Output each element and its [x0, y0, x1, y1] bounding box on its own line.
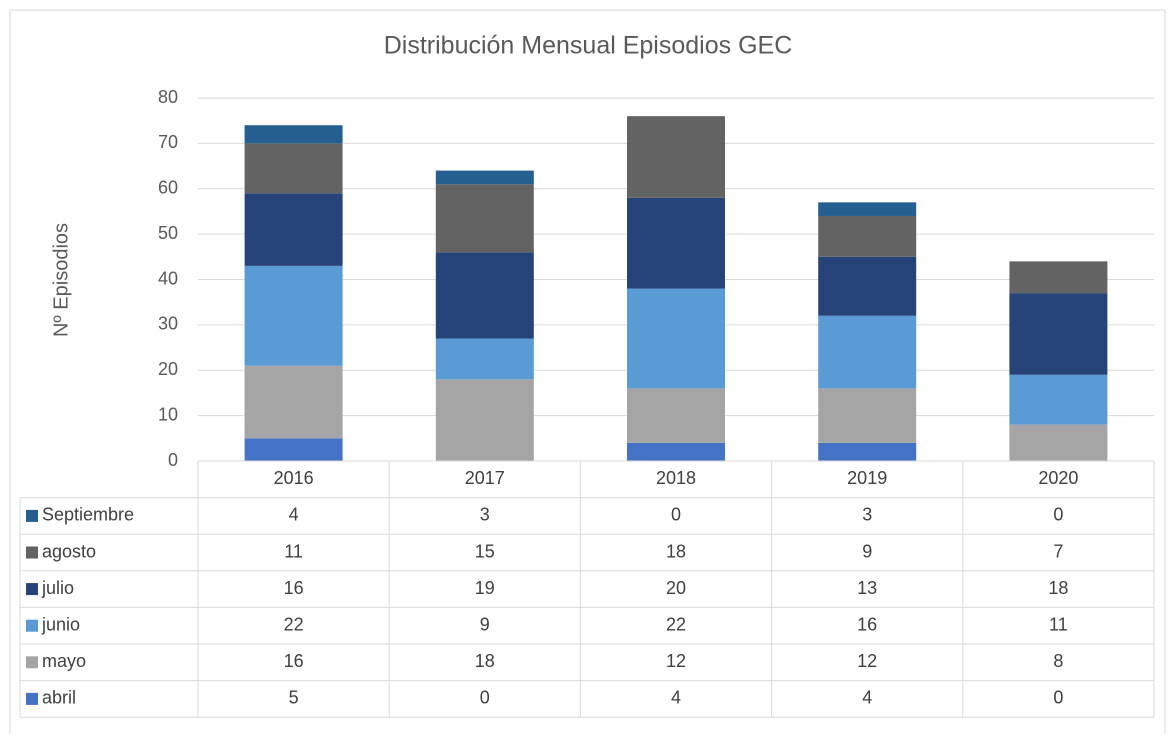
bar-segment — [1009, 374, 1108, 425]
bar-segment — [627, 388, 725, 443]
x-tick-label: 2019 — [847, 468, 887, 488]
table-value: 19 — [475, 578, 495, 598]
bar-segment — [435, 379, 534, 461]
table-value: 11 — [284, 541, 303, 561]
table-value: 9 — [480, 614, 490, 634]
bar-segment — [627, 197, 725, 289]
table-value: 18 — [1048, 578, 1068, 598]
table-value: 16 — [857, 614, 877, 634]
x-tick-label: 2016 — [274, 468, 314, 488]
y-tick-label: 70 — [158, 132, 178, 152]
table-value: 12 — [666, 651, 686, 671]
bar-segment — [818, 215, 917, 257]
y-tick-label: 60 — [158, 178, 178, 198]
legend-label: mayo — [42, 651, 86, 671]
y-tick-label: 20 — [158, 359, 178, 379]
legend-key — [26, 509, 38, 522]
y-tick-label: 50 — [158, 223, 178, 243]
x-tick-label: 2018 — [656, 468, 696, 488]
legend-label: julio — [41, 578, 74, 598]
legend-key — [26, 546, 38, 559]
legend-key — [26, 656, 38, 669]
table-value: 0 — [480, 688, 490, 708]
bar-segment — [244, 365, 343, 439]
y-tick-label: 10 — [158, 404, 178, 424]
table-value: 16 — [284, 578, 304, 598]
bar-segment — [1009, 261, 1108, 294]
legend-key — [26, 692, 38, 705]
bar-segment — [1009, 424, 1108, 461]
bar-segment — [435, 184, 534, 253]
legend-key — [26, 583, 38, 596]
bar-segment — [435, 252, 534, 339]
bar-segment — [627, 288, 725, 389]
bar-segment — [818, 256, 917, 316]
y-tick-label: 30 — [158, 314, 178, 334]
table-value: 22 — [666, 614, 686, 634]
bar-segment — [244, 125, 343, 144]
table-value: 9 — [862, 541, 872, 561]
chart-border — [9, 9, 1166, 739]
table-value: 8 — [1053, 651, 1063, 671]
table-value: 3 — [862, 505, 872, 525]
table-value: 0 — [671, 505, 681, 525]
table-value: 22 — [284, 614, 304, 634]
y-tick-label: 40 — [158, 268, 178, 288]
table-value: 3 — [480, 505, 490, 525]
table-value: 4 — [862, 688, 872, 708]
bar-segment — [244, 265, 343, 366]
x-tick-label: 2017 — [465, 468, 505, 488]
y-tick-label: 80 — [158, 87, 178, 107]
table-value: 18 — [475, 651, 495, 671]
y-tick-label: 0 — [168, 450, 178, 470]
bar-segment — [244, 438, 343, 461]
legend-label: Septiembre — [42, 505, 134, 525]
table-value: 11 — [1049, 614, 1068, 634]
bar-segment — [435, 170, 534, 185]
legend-key — [26, 619, 38, 632]
bar-segment — [627, 116, 725, 198]
bar-segment — [1009, 293, 1108, 375]
y-axis-label: Nº Episodios — [50, 223, 72, 337]
table-value: 4 — [671, 688, 681, 708]
legend-label: junio — [41, 614, 80, 634]
bar-segment — [244, 143, 343, 194]
bar-segment — [818, 388, 917, 443]
table-value: 13 — [857, 578, 877, 598]
chart-title: Distribución Mensual Episodios GEC — [384, 32, 793, 60]
table-value: 7 — [1053, 541, 1063, 561]
table-value: 16 — [284, 651, 304, 671]
table-value: 4 — [289, 505, 299, 525]
table-value: 12 — [857, 651, 877, 671]
table-value: 15 — [475, 541, 495, 561]
bar-segment — [244, 193, 343, 266]
table-value: 18 — [666, 541, 686, 561]
bar-segment — [818, 315, 917, 389]
bar-segment — [435, 338, 534, 380]
table-value: 5 — [289, 688, 299, 708]
bar-segment — [627, 442, 725, 461]
legend-label: abril — [42, 688, 76, 708]
table-value: 0 — [1053, 688, 1063, 708]
x-tick-label: 2020 — [1038, 468, 1078, 488]
table-value: 20 — [666, 578, 686, 598]
legend-label: agosto — [42, 541, 96, 561]
table-value: 0 — [1053, 505, 1063, 525]
bar-segment — [818, 442, 917, 461]
bar-segment — [818, 202, 917, 216]
